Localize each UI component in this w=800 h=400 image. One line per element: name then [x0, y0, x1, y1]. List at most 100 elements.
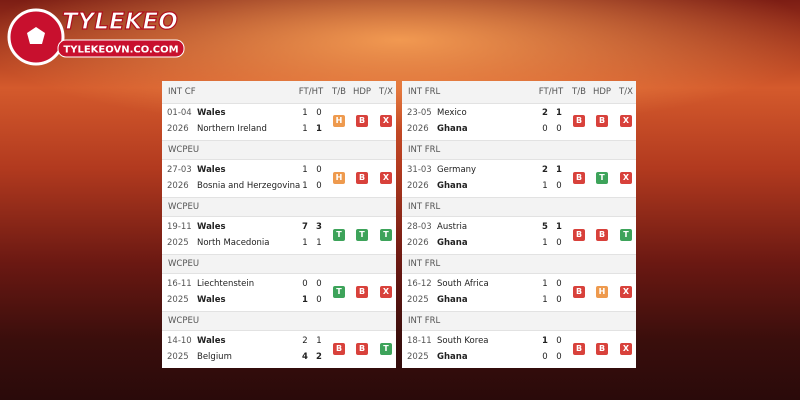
match-year: 2025: [407, 352, 429, 362]
match-table: INT FRL FT/HT T/B HDP T/X 23-05 2026 Mexico 2 1 Gh…: [402, 81, 636, 368]
column-header: T/B: [332, 87, 346, 97]
result-badge: H: [596, 286, 608, 298]
result-badge: B: [356, 172, 368, 184]
league-row: [162, 254, 396, 274]
match-table: INT CF FT/HT T/B HDP T/X 01-04 2026 Wales 1 0 Nort…: [162, 81, 396, 368]
result-badge: B: [596, 343, 608, 355]
column-header: HDP: [352, 87, 372, 97]
ht-score: 0: [316, 181, 322, 191]
team-name: Ghana: [437, 181, 468, 191]
ft-score: 1: [542, 279, 548, 289]
ht-score: 3: [316, 222, 322, 232]
column-header: FT/HT: [538, 87, 564, 97]
league-row: [162, 311, 396, 331]
result-badge: X: [620, 172, 632, 184]
column-header: T/X: [619, 87, 633, 97]
league-row: [162, 140, 396, 160]
team-name: Wales: [197, 165, 226, 175]
match-date: 18-11: [407, 336, 432, 346]
logo-ball-patch: [27, 27, 45, 44]
header-row: [402, 81, 636, 104]
ht-score: 0: [556, 352, 562, 362]
result-badge: B: [356, 343, 368, 355]
match-year: 2025: [407, 295, 429, 305]
ft-score: 1: [542, 336, 548, 346]
ht-score: 0: [556, 181, 562, 191]
ft-score: 1: [302, 124, 308, 134]
team-name: Ghana: [437, 238, 468, 248]
league-row: [402, 140, 636, 160]
team-name: Wales: [197, 295, 226, 305]
ft-score: 7: [302, 222, 308, 232]
team-name: South Korea: [437, 336, 489, 346]
ht-score: 1: [556, 165, 562, 175]
match-year: 2025: [167, 238, 189, 248]
result-badge: B: [573, 115, 585, 127]
ft-score: 0: [542, 352, 548, 362]
match-date: 14-10: [167, 336, 192, 346]
ft-score: 1: [542, 238, 548, 248]
ft-score: 2: [302, 336, 308, 346]
ht-score: 1: [556, 108, 562, 118]
ht-score: 1: [556, 222, 562, 232]
ht-score: 0: [556, 279, 562, 289]
league-name: INT CF: [168, 87, 196, 97]
ft-score: 1: [302, 238, 308, 248]
result-badge: T: [380, 343, 392, 355]
ft-score: 0: [302, 279, 308, 289]
ht-score: 0: [316, 295, 322, 305]
column-header: T/X: [379, 87, 393, 97]
logo-url-pill: [57, 39, 185, 58]
ht-score: 0: [316, 279, 322, 289]
team-name: Wales: [197, 336, 226, 346]
league-row: [402, 254, 636, 274]
result-badge: X: [380, 172, 392, 184]
ft-score: 2: [542, 165, 548, 175]
result-badge: B: [596, 115, 608, 127]
result-badge: B: [573, 343, 585, 355]
result-badge: B: [573, 229, 585, 241]
league-name: INT FRL: [408, 202, 441, 212]
result-badge: X: [380, 115, 392, 127]
result-badge: B: [573, 286, 585, 298]
team-name: Austria: [437, 222, 468, 232]
team-name: Bosnia and Herzegovina: [197, 181, 301, 191]
match-year: 2026: [407, 181, 429, 191]
ht-score: 2: [316, 352, 322, 362]
result-badge: B: [333, 343, 345, 355]
header-row: [162, 81, 396, 104]
ht-score: 0: [556, 336, 562, 346]
match-date: 01-04: [167, 108, 192, 118]
team-name: Northern Ireland: [197, 124, 267, 134]
match-date: 16-12: [407, 279, 432, 289]
match-year: 2026: [167, 181, 189, 191]
ht-score: 0: [316, 165, 322, 175]
result-badge: T: [596, 172, 608, 184]
result-badge: H: [333, 172, 345, 184]
result-badge: T: [620, 229, 632, 241]
result-badge: B: [356, 286, 368, 298]
team-name: Ghana: [437, 295, 468, 305]
ft-score: 1: [302, 108, 308, 118]
match-year: 2026: [407, 238, 429, 248]
team-name: Liechtenstein: [197, 279, 255, 289]
ft-score: 0: [542, 124, 548, 134]
match-year: 2025: [167, 295, 189, 305]
league-name: WCPEU: [168, 316, 200, 326]
match-date: 23-05: [407, 108, 432, 118]
league-row: [402, 197, 636, 217]
ft-score: 1: [542, 295, 548, 305]
ft-score: 1: [302, 165, 308, 175]
match-year: 2026: [167, 124, 189, 134]
result-badge: T: [333, 286, 345, 298]
ft-score: 1: [302, 295, 308, 305]
result-badge: B: [596, 229, 608, 241]
result-badge: H: [333, 115, 345, 127]
team-name: Ghana: [437, 352, 468, 362]
team-name: South Africa: [437, 279, 489, 289]
result-badge: T: [380, 229, 392, 241]
match-date: 19-11: [167, 222, 192, 232]
league-name: INT FRL: [408, 87, 441, 97]
ht-score: 0: [556, 238, 562, 248]
